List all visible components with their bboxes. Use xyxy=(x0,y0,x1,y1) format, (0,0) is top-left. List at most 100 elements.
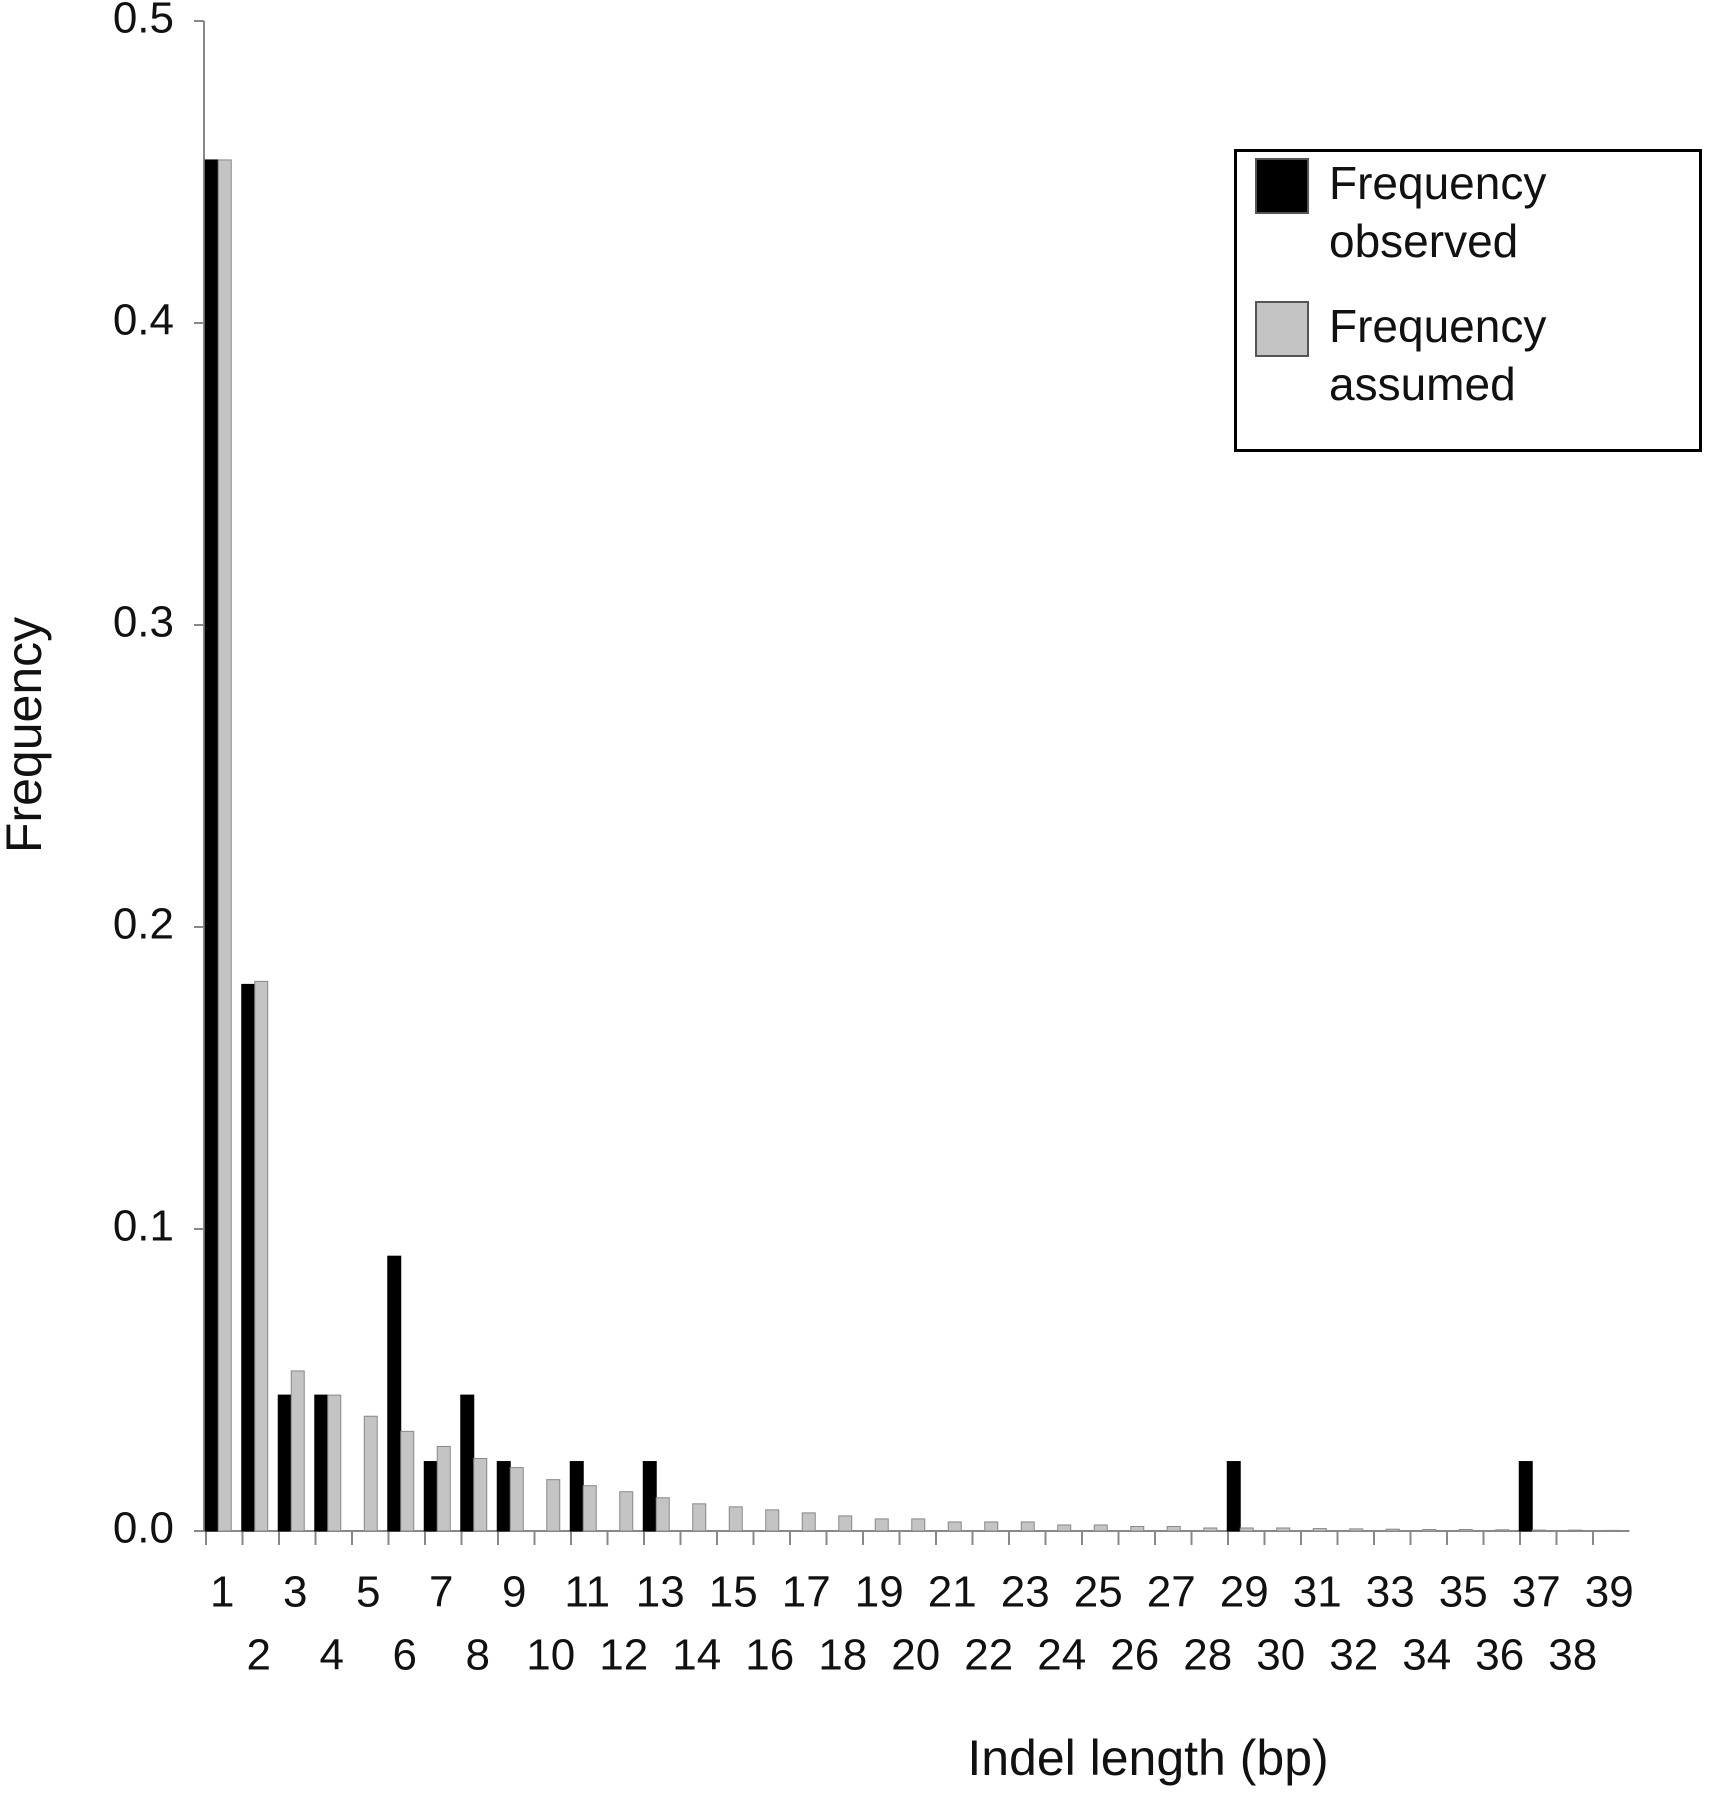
bar xyxy=(387,1255,402,1532)
bar xyxy=(1276,1527,1291,1532)
x-tick-label: 20 xyxy=(891,1631,940,1680)
bar xyxy=(1020,1521,1035,1532)
bar xyxy=(801,1512,816,1532)
x-tick-label: 36 xyxy=(1475,1631,1524,1680)
bar xyxy=(655,1497,670,1532)
bar xyxy=(619,1491,634,1532)
bar xyxy=(984,1521,999,1532)
bar xyxy=(204,159,219,1532)
bar xyxy=(423,1461,438,1532)
y-tick-label: 0.5 xyxy=(113,0,174,43)
legend: Frequency observed Frequency assumed xyxy=(1234,149,1702,452)
bar xyxy=(1203,1527,1218,1532)
legend-label: Frequency assumed xyxy=(1329,300,1547,410)
legend-swatch xyxy=(1255,301,1309,357)
bar xyxy=(436,1445,451,1532)
x-tick-label: 18 xyxy=(818,1631,867,1680)
x-tick-label: 3 xyxy=(283,1568,307,1617)
bar xyxy=(546,1479,561,1532)
bar xyxy=(1422,1528,1437,1532)
y-tick-label: 0.0 xyxy=(113,1504,174,1553)
x-tick-label: 17 xyxy=(782,1568,831,1617)
bar xyxy=(582,1485,597,1532)
x-tick-label: 22 xyxy=(964,1631,1013,1680)
bar xyxy=(1518,1461,1533,1532)
bar xyxy=(1495,1529,1510,1532)
x-tick-label: 13 xyxy=(636,1568,685,1617)
bar xyxy=(874,1518,889,1532)
x-tick-label: 23 xyxy=(1001,1568,1050,1617)
bar xyxy=(765,1509,780,1532)
y-tick-label: 0.2 xyxy=(113,900,174,949)
x-tick-label: 39 xyxy=(1585,1568,1634,1617)
x-tick-label: 12 xyxy=(599,1631,648,1680)
legend-label: Frequency observed xyxy=(1329,157,1547,267)
legend-swatch xyxy=(1255,158,1309,214)
x-tick-label: 19 xyxy=(855,1568,904,1617)
x-tick-label: 32 xyxy=(1329,1631,1378,1680)
bar xyxy=(327,1394,342,1532)
x-tick-label: 11 xyxy=(564,1568,610,1617)
bar xyxy=(911,1518,926,1532)
bar xyxy=(642,1461,657,1532)
bar xyxy=(254,980,269,1532)
legend-item: Frequency assumed xyxy=(1255,297,1599,413)
x-tick-label: 34 xyxy=(1402,1631,1451,1680)
x-tick-label: 2 xyxy=(247,1631,271,1680)
x-tick-label: 35 xyxy=(1439,1568,1488,1617)
bar xyxy=(1531,1529,1546,1532)
bar xyxy=(509,1467,524,1532)
x-tick-label: 37 xyxy=(1512,1568,1561,1617)
x-axis-title: Indel length (bp) xyxy=(967,1730,1328,1786)
bar xyxy=(460,1394,475,1532)
x-tick-label: 27 xyxy=(1147,1568,1196,1617)
y-tick-label: 0.1 xyxy=(113,1202,174,1251)
x-tick-label: 9 xyxy=(502,1568,526,1617)
x-tick-label: 33 xyxy=(1366,1568,1415,1617)
x-tick-label: 21 xyxy=(928,1568,977,1617)
bar xyxy=(277,1394,292,1532)
bar xyxy=(728,1506,743,1532)
x-tick-label: 5 xyxy=(356,1568,380,1617)
bar xyxy=(1568,1529,1583,1532)
bar xyxy=(947,1521,962,1532)
x-tick-label: 38 xyxy=(1548,1631,1597,1680)
bar xyxy=(217,159,232,1532)
x-tick-label: 16 xyxy=(745,1631,794,1680)
x-tick-label: 8 xyxy=(466,1631,490,1680)
bar xyxy=(1093,1524,1108,1532)
y-tick-label: 0.4 xyxy=(113,296,174,345)
bar xyxy=(363,1415,378,1532)
bar xyxy=(496,1461,511,1532)
y-axis-title: Frequency xyxy=(0,617,52,853)
x-tick-label: 28 xyxy=(1183,1631,1232,1680)
bar xyxy=(1226,1461,1241,1532)
legend-item: Frequency observed xyxy=(1255,154,1599,270)
x-tick-label: 25 xyxy=(1074,1568,1123,1617)
y-tick-label: 0.3 xyxy=(113,598,174,647)
bar xyxy=(241,983,256,1532)
x-tick-label: 6 xyxy=(393,1631,417,1680)
bar xyxy=(473,1458,488,1532)
x-tick-label: 1 xyxy=(210,1568,234,1617)
x-tick-label: 10 xyxy=(526,1631,575,1680)
bar xyxy=(1166,1525,1181,1532)
bar xyxy=(1458,1528,1473,1532)
bar xyxy=(838,1515,853,1532)
bar xyxy=(692,1503,707,1532)
x-tick-label: 4 xyxy=(320,1631,344,1680)
x-tick-label: 29 xyxy=(1220,1568,1269,1617)
bar xyxy=(1385,1528,1400,1532)
bar xyxy=(569,1461,584,1532)
bar xyxy=(314,1394,329,1532)
bar xyxy=(1604,1529,1619,1532)
bar xyxy=(1312,1528,1327,1532)
x-tick-label: 7 xyxy=(429,1568,453,1617)
x-tick-label: 30 xyxy=(1256,1631,1305,1680)
bar xyxy=(1349,1528,1364,1532)
bar xyxy=(290,1370,305,1532)
x-tick-label: 14 xyxy=(672,1631,721,1680)
x-tick-label: 26 xyxy=(1110,1631,1159,1680)
